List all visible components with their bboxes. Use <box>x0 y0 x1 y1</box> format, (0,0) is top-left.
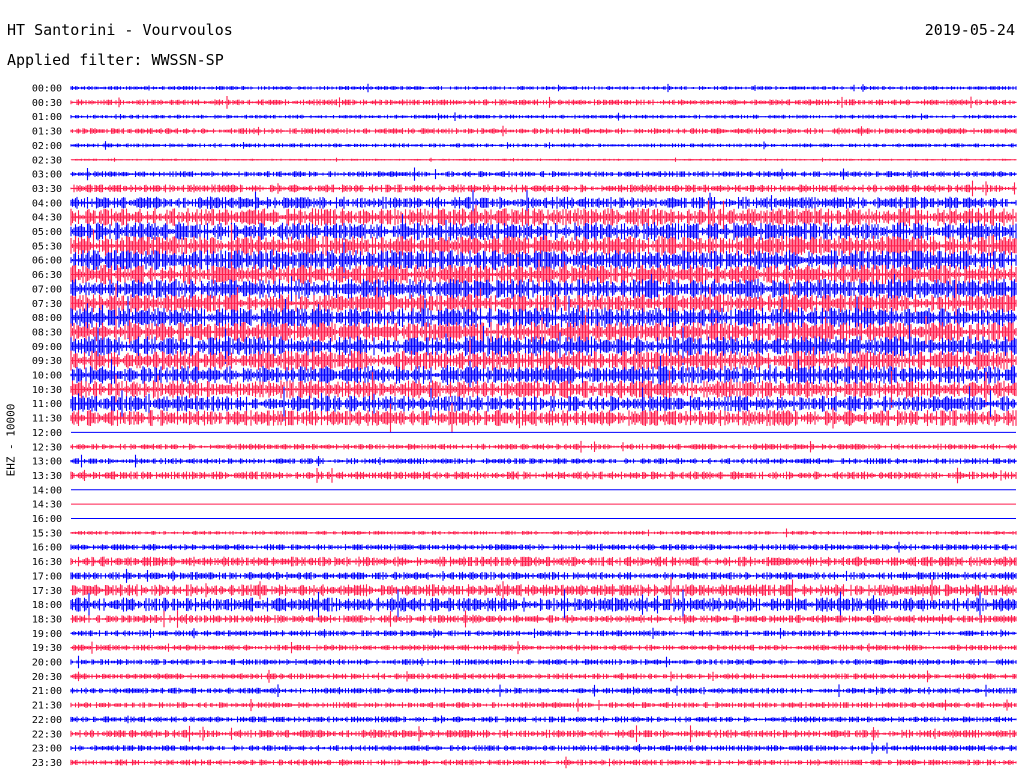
time-row-label: 09:00 <box>32 342 62 353</box>
time-row-label: 21:00 <box>32 686 62 697</box>
seismic-trace <box>70 190 1017 216</box>
seismic-trace <box>70 467 1017 484</box>
time-row-label: 03:00 <box>32 170 62 181</box>
seismic-trace <box>70 454 1017 468</box>
seismic-trace <box>70 556 1017 567</box>
time-row-label: 18:00 <box>32 600 62 611</box>
seismic-trace <box>70 283 1017 323</box>
seismic-trace <box>70 655 1017 669</box>
time-row-label: 21:30 <box>32 701 62 712</box>
time-row-label: 10:00 <box>32 371 62 382</box>
seismic-trace <box>70 157 1017 162</box>
seismic-trace <box>70 528 1017 538</box>
time-row-label: 20:30 <box>32 672 62 683</box>
time-row-label: 19:30 <box>32 643 62 654</box>
time-row-label: 02:30 <box>32 155 62 166</box>
seismic-trace <box>70 403 1017 433</box>
time-row-label: 17:00 <box>32 571 62 582</box>
seismic-trace <box>70 669 1017 683</box>
time-row-label: 05:30 <box>32 241 62 252</box>
time-row-label: 15:30 <box>32 528 62 539</box>
seismic-trace <box>70 257 1017 292</box>
seismic-trace <box>70 83 1017 93</box>
time-row-label: 08:30 <box>32 327 62 338</box>
time-row-label: 17:30 <box>32 586 62 597</box>
seismic-trace <box>70 725 1017 743</box>
time-row-label: 10:30 <box>32 385 62 396</box>
seismic-trace <box>70 224 1017 268</box>
time-row-label: 19:00 <box>32 629 62 640</box>
time-row-label: 11:30 <box>32 414 62 425</box>
seismic-trace <box>70 295 1017 340</box>
time-row-label: 06:00 <box>32 256 62 267</box>
time-row-label: 00:00 <box>32 84 62 95</box>
time-row-label: 07:00 <box>32 284 62 295</box>
time-row-label: 16:00 <box>32 514 62 525</box>
seismic-trace <box>70 715 1017 724</box>
seismic-trace <box>70 386 1017 422</box>
seismic-trace <box>70 141 1017 150</box>
seismic-trace <box>70 742 1017 754</box>
time-row-label: 13:00 <box>32 457 62 468</box>
time-row-label: 11:00 <box>32 399 62 410</box>
time-row-label: 09:30 <box>32 356 62 367</box>
time-row-label: 00:30 <box>32 98 62 109</box>
time-row-label: 04:30 <box>32 213 62 224</box>
time-row-label: 20:00 <box>32 658 62 669</box>
seismic-trace <box>70 370 1017 409</box>
seismic-trace <box>70 315 1017 349</box>
time-row-label: 12:30 <box>32 442 62 453</box>
seismic-trace <box>70 340 1017 382</box>
seismic-trace <box>70 610 1017 628</box>
time-row-label: 06:30 <box>32 270 62 281</box>
seismic-trace <box>70 125 1017 137</box>
applied-filter-label: Applied filter: WWSSN-SP <box>7 51 224 69</box>
seismic-trace <box>70 214 1017 249</box>
time-row-label: 07:30 <box>32 299 62 310</box>
time-row-label: 13:30 <box>32 471 62 482</box>
time-row-label: 02:00 <box>32 141 62 152</box>
time-row-label: 22:00 <box>32 715 62 726</box>
seismic-trace <box>70 200 1017 234</box>
time-row-label: 18:30 <box>32 614 62 625</box>
seismic-trace <box>70 273 1017 304</box>
seismic-trace <box>70 355 1017 395</box>
seismic-trace <box>70 589 1017 620</box>
time-row-label: 01:00 <box>32 112 62 123</box>
seismic-trace <box>70 627 1017 639</box>
seismic-trace <box>70 96 1017 109</box>
time-row-label: 01:30 <box>32 127 62 138</box>
seismic-trace <box>70 112 1017 121</box>
seismic-trace <box>70 698 1017 712</box>
time-row-label: 04:00 <box>32 198 62 209</box>
seismic-trace <box>70 577 1017 604</box>
record-date: 2019-05-24 <box>924 21 1015 39</box>
time-row-label: 05:00 <box>32 227 62 238</box>
time-row-label: 23:30 <box>32 758 62 769</box>
seismic-trace <box>70 167 1017 181</box>
station-title: HT Santorini - Vourvoulos <box>7 21 233 39</box>
time-row-label: 08:00 <box>32 313 62 324</box>
seismic-trace <box>70 324 1017 368</box>
seismic-trace <box>70 440 1017 453</box>
time-row-label: 16:00 <box>32 543 62 554</box>
time-row-label: 14:00 <box>32 485 62 496</box>
seismic-trace <box>70 568 1017 583</box>
time-row-label: 14:30 <box>32 500 62 511</box>
seismic-trace <box>70 641 1017 655</box>
seismic-trace <box>70 242 1017 279</box>
time-row-label: 23:00 <box>32 744 62 755</box>
seismic-trace <box>70 684 1017 697</box>
time-row-label: 22:30 <box>32 729 62 740</box>
time-row-label: 12:00 <box>32 428 62 439</box>
seismic-trace <box>70 541 1017 553</box>
time-row-label: 03:30 <box>32 184 62 195</box>
time-row-label: 16:30 <box>32 557 62 568</box>
seismic-trace <box>70 180 1017 197</box>
seismic-trace <box>70 756 1017 769</box>
